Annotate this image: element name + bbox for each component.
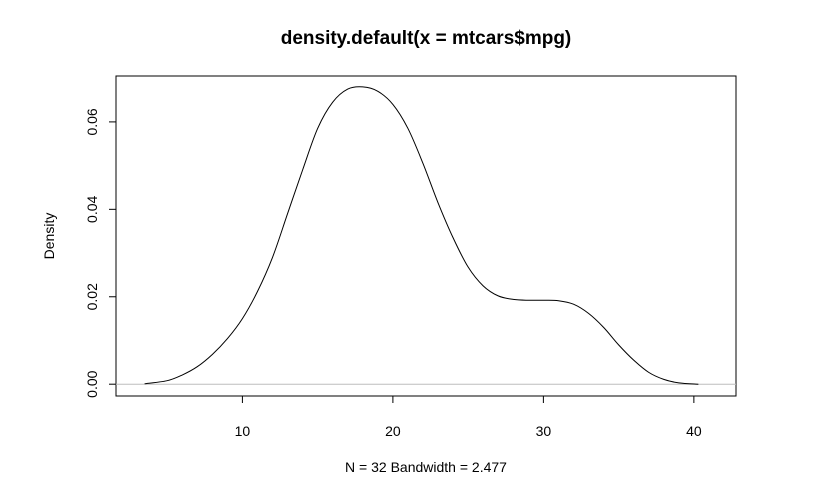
y-axis-label: Density xyxy=(41,213,57,260)
chart-title: density.default(x = mtcars$mpg) xyxy=(281,28,572,49)
y-tick-label: 0.02 xyxy=(84,283,100,310)
x-tick-label: 40 xyxy=(686,423,702,439)
y-tick-label: 0.04 xyxy=(84,195,100,222)
y-tick-label: 0.00 xyxy=(84,370,100,397)
chart-subtitle: N = 32 Bandwidth = 2.477 xyxy=(345,459,507,475)
y-axis: 0.00 0.02 0.04 0.06 xyxy=(84,108,116,398)
x-tick-label: 20 xyxy=(385,423,401,439)
density-curve xyxy=(144,86,699,385)
y-tick-label: 0.06 xyxy=(84,108,100,135)
plot-frame xyxy=(115,75,737,397)
x-tick-label: 30 xyxy=(536,423,552,439)
x-tick-label: 10 xyxy=(235,423,251,439)
x-axis: 10 20 30 40 xyxy=(235,396,702,439)
